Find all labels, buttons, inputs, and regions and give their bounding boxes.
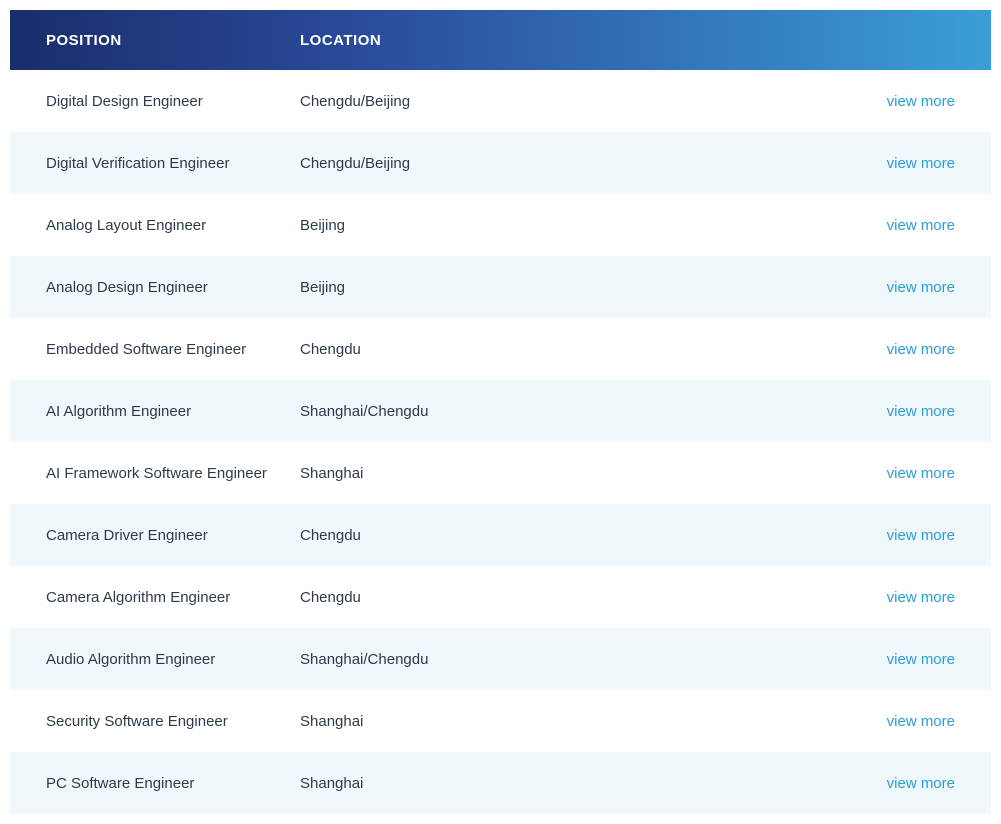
cell-action: view more	[750, 465, 991, 482]
cell-action: view more	[750, 651, 991, 668]
cell-position: AI Algorithm Engineer	[10, 403, 300, 420]
cell-position: PC Software Engineer	[10, 775, 300, 792]
table-body: Digital Design EngineerChengdu/Beijingvi…	[10, 70, 991, 814]
cell-action: view more	[750, 217, 991, 234]
jobs-table: POSITION LOCATION Digital Design Enginee…	[10, 10, 991, 814]
table-row: Digital Design EngineerChengdu/Beijing vi…	[10, 70, 991, 132]
header-location: LOCATION	[300, 32, 750, 49]
table-row: PC Software EngineerShanghai view more	[10, 752, 991, 814]
cell-position: AI Framework Software Engineer	[10, 465, 300, 482]
table-row: Camera Driver EngineerChengdu view more	[10, 504, 991, 566]
cell-location: Chengdu	[300, 341, 750, 358]
cell-position: Camera Algorithm Engineer	[10, 589, 300, 606]
cell-location: Chengdu/Beijing	[300, 93, 750, 110]
cell-action: view more	[750, 155, 991, 172]
cell-location: Chengdu/Beijing	[300, 155, 750, 172]
cell-location: Chengdu	[300, 589, 750, 606]
cell-location: Shanghai/Chengdu	[300, 651, 750, 668]
cell-location: Beijing	[300, 217, 750, 234]
table-row: Security Software EngineerShanghai view m…	[10, 690, 991, 752]
view-more-link[interactable]: view more	[887, 651, 955, 668]
view-more-link[interactable]: view more	[887, 93, 955, 110]
cell-location: Shanghai	[300, 775, 750, 792]
view-more-link[interactable]: view more	[887, 403, 955, 420]
table-row: Embedded Software EngineerChengdu view mo…	[10, 318, 991, 380]
view-more-link[interactable]: view more	[887, 775, 955, 792]
cell-action: view more	[750, 93, 991, 110]
cell-location: Beijing	[300, 279, 750, 296]
cell-position: Digital Design Engineer	[10, 93, 300, 110]
cell-position: Camera Driver Engineer	[10, 527, 300, 544]
header-position: POSITION	[10, 32, 300, 49]
cell-action: view more	[750, 775, 991, 792]
cell-action: view more	[750, 341, 991, 358]
cell-position: Security Software Engineer	[10, 713, 300, 730]
view-more-link[interactable]: view more	[887, 465, 955, 482]
view-more-link[interactable]: view more	[887, 279, 955, 296]
cell-action: view more	[750, 589, 991, 606]
view-more-link[interactable]: view more	[887, 527, 955, 544]
cell-location: Shanghai	[300, 465, 750, 482]
cell-position: Audio Algorithm Engineer	[10, 651, 300, 668]
table-row: Audio Algorithm EngineerShanghai/Chengdu…	[10, 628, 991, 690]
view-more-link[interactable]: view more	[887, 589, 955, 606]
cell-location: Chengdu	[300, 527, 750, 544]
cell-action: view more	[750, 403, 991, 420]
cell-location: Shanghai	[300, 713, 750, 730]
cell-action: view more	[750, 713, 991, 730]
cell-action: view more	[750, 527, 991, 544]
cell-location: Shanghai/Chengdu	[300, 403, 750, 420]
cell-position: Embedded Software Engineer	[10, 341, 300, 358]
table-header: POSITION LOCATION	[10, 10, 991, 70]
view-more-link[interactable]: view more	[887, 155, 955, 172]
cell-action: view more	[750, 279, 991, 296]
table-row: AI Framework Software EngineerShanghai vi…	[10, 442, 991, 504]
view-more-link[interactable]: view more	[887, 713, 955, 730]
cell-position: Analog Design Engineer	[10, 279, 300, 296]
table-row: Camera Algorithm EngineerChengdu view mor…	[10, 566, 991, 628]
table-row: Analog Layout EngineerBeijing view more	[10, 194, 991, 256]
cell-position: Digital Verification Engineer	[10, 155, 300, 172]
view-more-link[interactable]: view more	[887, 341, 955, 358]
table-row: AI Algorithm EngineerShanghai/Chengdu vie…	[10, 380, 991, 442]
cell-position: Analog Layout Engineer	[10, 217, 300, 234]
table-row: Digital Verification EngineerChengdu/Bei…	[10, 132, 991, 194]
table-row: Analog Design EngineerBeijing view more	[10, 256, 991, 318]
view-more-link[interactable]: view more	[887, 217, 955, 234]
